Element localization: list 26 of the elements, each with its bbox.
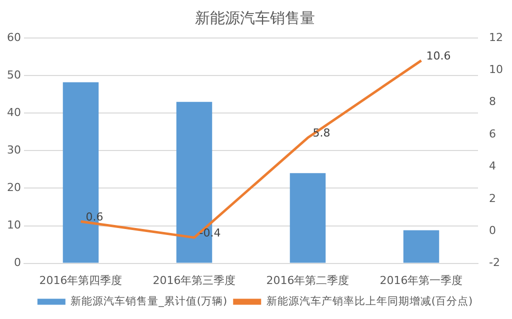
legend-label: 新能源汽车销售量_累计值(万辆) xyxy=(70,294,228,308)
y-tick-label: 30 xyxy=(6,144,21,157)
y2-tick-label: 4 xyxy=(489,160,496,173)
x-tick-label: 2016年第一季度 xyxy=(380,274,463,287)
bar xyxy=(290,173,326,263)
y2-tick-label: 8 xyxy=(489,95,496,108)
y2-tick-label: 2 xyxy=(489,192,496,205)
chart-title: 新能源汽车销售量 xyxy=(195,8,315,27)
y-tick-label: 20 xyxy=(6,181,21,194)
y2-tick-label: 0 xyxy=(489,224,496,237)
y2-tick-label: 6 xyxy=(489,127,496,140)
y-tick-label: 50 xyxy=(6,68,21,82)
bar xyxy=(403,230,440,263)
x-tick-label: 2016年第二季度 xyxy=(266,274,350,287)
x-tick-label: 2016年第四季度 xyxy=(39,274,122,287)
data-label: 5.8 xyxy=(312,126,330,140)
data-label: 10.6 xyxy=(426,49,451,62)
x-tick-label: 2016年第三季度 xyxy=(152,274,236,287)
y-tick-label: 40 xyxy=(6,106,21,119)
y2-tick-label: 12 xyxy=(489,30,504,44)
y-tick-label: 0 xyxy=(14,256,21,270)
y-tick-label: 10 xyxy=(6,218,21,232)
y2-tick-label: -2 xyxy=(489,256,500,270)
y2-tick-label: 10 xyxy=(489,63,504,76)
legend-label: 新能源汽车产销率比上年同期增减(百分点) xyxy=(266,294,473,308)
y-tick-label: 60 xyxy=(6,30,21,44)
